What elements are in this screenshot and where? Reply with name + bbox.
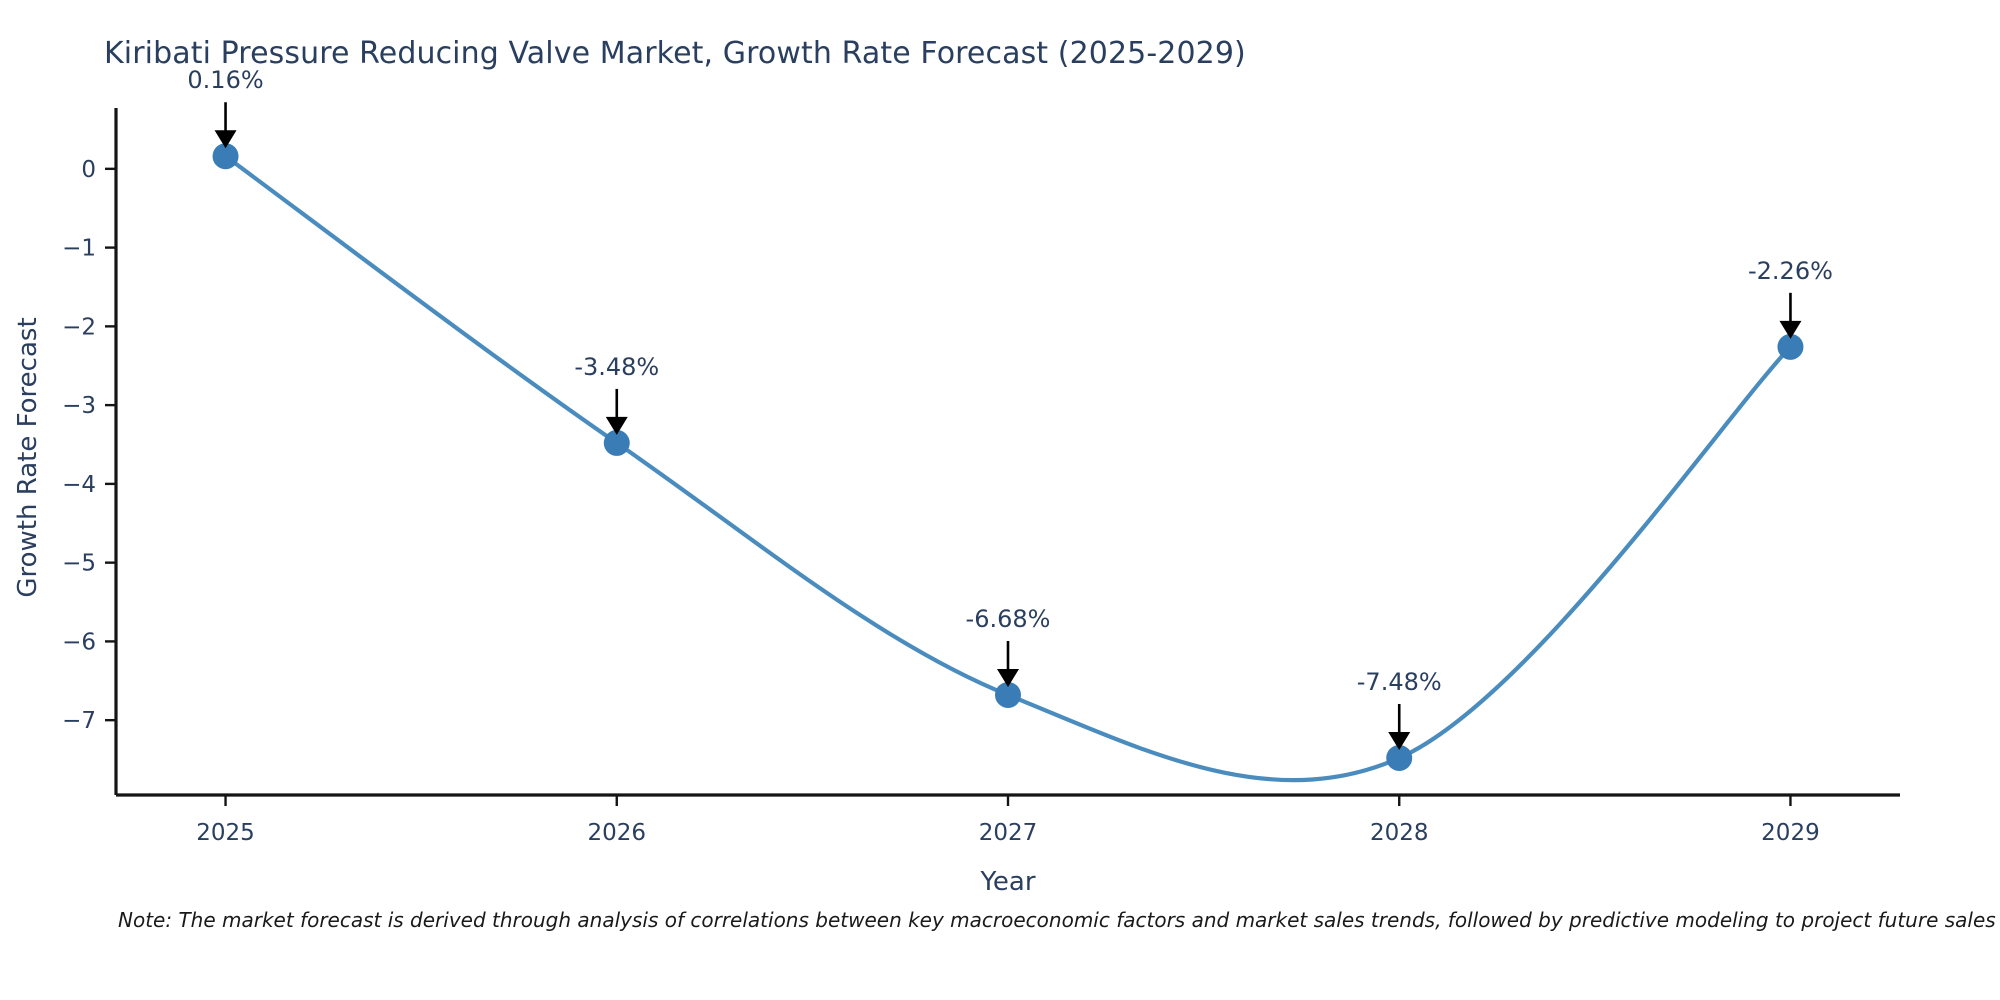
y-tick-label: −1: [62, 236, 96, 262]
y-tick-label: −2: [62, 314, 96, 340]
chart-title: Kiribati Pressure Reducing Valve Market,…: [104, 36, 1246, 71]
data-point-marker: [995, 681, 1021, 708]
annotation-arrow-head: [1388, 731, 1411, 750]
y-tick-label: −4: [62, 472, 96, 498]
annotation-arrow-head: [605, 416, 628, 435]
y-axis-title: Growth Rate Forecast: [13, 317, 43, 597]
data-point-marker: [603, 429, 630, 456]
y-tick-label: −7: [62, 708, 96, 734]
annotation-arrow-head: [1779, 320, 1802, 339]
x-tick-label: 2027: [979, 820, 1038, 846]
y-axis-ticks: 0 −1 −2 −3 −4 −5 −6 −7: [62, 157, 116, 734]
data-point-label: 0.16%: [187, 66, 263, 94]
x-tick-label: 2028: [1370, 820, 1429, 846]
y-tick-label: −5: [62, 551, 96, 577]
x-tick-label: 2026: [587, 820, 646, 846]
data-point-marker: [212, 143, 239, 170]
data-point-label: -3.48%: [574, 353, 659, 381]
data-point-marker: [1777, 333, 1804, 360]
x-axis-ticks: 2025 2026 2027 2028 2029: [196, 795, 1820, 846]
y-tick-label: −3: [62, 393, 96, 419]
x-tick-label: 2025: [196, 820, 255, 846]
data-point-label: -2.26%: [1748, 257, 1833, 285]
chart-footnote: Note: The market forecast is derived thr…: [118, 908, 1996, 932]
data-point-label: -7.48%: [1357, 668, 1442, 696]
data-point-annotations: 0.16% -3.48% -6.68% -7.48% -2.26%: [187, 66, 1833, 750]
data-point-marker: [1386, 744, 1413, 771]
data-point-markers: [212, 143, 1804, 771]
data-point-label: -6.68%: [966, 605, 1051, 633]
y-tick-label: −6: [62, 629, 96, 655]
x-tick-label: 2029: [1761, 820, 1820, 846]
x-axis-title: Year: [979, 867, 1035, 897]
y-tick-label: 0: [81, 157, 96, 183]
annotation-arrow-head: [214, 130, 237, 149]
annotation-arrow-head: [997, 668, 1019, 687]
